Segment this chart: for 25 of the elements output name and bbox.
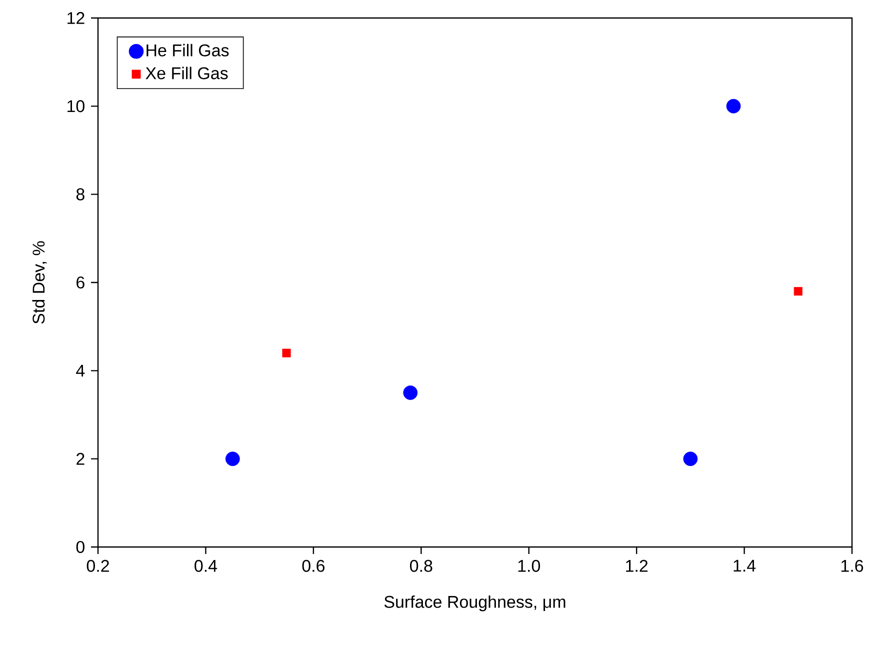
point (683, 452, 698, 466)
y-tick-label: 6 (76, 276, 84, 289)
y-tick-label: 0 (76, 540, 84, 554)
y-tick-label: 4 (76, 364, 85, 377)
legend-label: Xe Fill Gas (146, 66, 228, 80)
point (225, 452, 240, 466)
point (282, 348, 291, 358)
x-tick-label: 0.8 (410, 560, 432, 572)
point (794, 287, 802, 296)
x-tick-label: 1.6 (841, 560, 864, 572)
y-tick-label: 2 (76, 452, 84, 465)
x-axis-title: Surface Roughness, μm (384, 595, 566, 612)
x-tick-label: 1.0 (518, 560, 540, 572)
x-tick-label: 0.6 (302, 560, 324, 572)
point (726, 98, 741, 114)
y-axis-title: Std Dev, % (32, 241, 47, 324)
x-tick-label: 1.4 (734, 560, 756, 572)
x-tick-label: 0.2 (86, 560, 109, 572)
legend-label: He Fill Gas (146, 44, 229, 56)
point (403, 386, 418, 400)
y-tick-label: 10 (68, 100, 84, 112)
x-tick-label: 0.4 (194, 560, 218, 572)
y-tick-label: 8 (76, 188, 84, 200)
y-tick-label: 12 (68, 12, 84, 24)
x-tick-label: 1.2 (626, 560, 648, 572)
